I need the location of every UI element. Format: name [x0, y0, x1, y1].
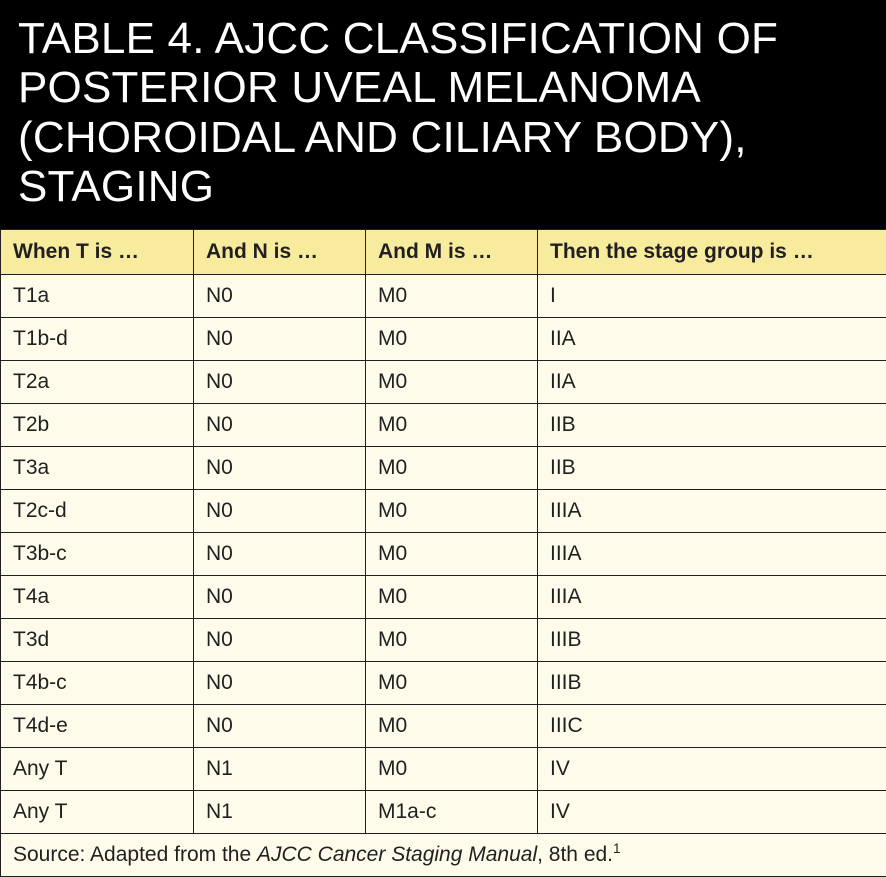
source-prefix: Source: Adapted from the: [13, 843, 257, 866]
table-row: T4b-cN0M0IIIB: [1, 662, 886, 705]
cell-stage: IIB: [538, 404, 886, 447]
table-source: Source: Adapted from the AJCC Cancer Sta…: [1, 834, 886, 877]
table-body: T1aN0M0I T1b-dN0M0IIA T2aN0M0IIA T2bN0M0…: [1, 275, 886, 877]
cell-t: T1b-d: [1, 318, 194, 361]
cell-stage: IIIB: [538, 662, 886, 705]
table-header-row: When T is … And N is … And M is … Then t…: [1, 230, 886, 275]
cell-m: M0: [366, 662, 538, 705]
cell-stage: IIIA: [538, 576, 886, 619]
cell-m: M0: [366, 748, 538, 791]
cell-n: N1: [194, 791, 366, 834]
col-header-t: When T is …: [1, 230, 194, 275]
cell-n: N0: [194, 705, 366, 748]
cell-m: M0: [366, 490, 538, 533]
table-figure: TABLE 4. AJCC CLASSIFICATION OF POSTERIO…: [0, 0, 886, 877]
source-suffix: , 8th ed.: [537, 843, 613, 866]
source-sup: 1: [613, 841, 621, 856]
cell-stage: IIB: [538, 447, 886, 490]
table-row: T3b-cN0M0IIIA: [1, 533, 886, 576]
cell-stage: IV: [538, 791, 886, 834]
source-italic: AJCC Cancer Staging Manual: [257, 843, 537, 866]
cell-m: M0: [366, 705, 538, 748]
cell-t: T1a: [1, 275, 194, 318]
table-title: TABLE 4. AJCC CLASSIFICATION OF POSTERIO…: [0, 0, 886, 229]
cell-m: M0: [366, 533, 538, 576]
cell-n: N0: [194, 533, 366, 576]
table-row: T4aN0M0IIIA: [1, 576, 886, 619]
cell-n: N0: [194, 490, 366, 533]
col-header-stage: Then the stage group is …: [538, 230, 886, 275]
cell-t: T4b-c: [1, 662, 194, 705]
staging-table: When T is … And N is … And M is … Then t…: [0, 229, 886, 877]
cell-t: T4d-e: [1, 705, 194, 748]
cell-stage: IIIB: [538, 619, 886, 662]
cell-m: M0: [366, 275, 538, 318]
cell-n: N0: [194, 576, 366, 619]
table-source-row: Source: Adapted from the AJCC Cancer Sta…: [1, 834, 886, 877]
cell-n: N0: [194, 404, 366, 447]
cell-stage: IIA: [538, 318, 886, 361]
cell-m: M0: [366, 447, 538, 490]
table-row: T3dN0M0IIIB: [1, 619, 886, 662]
cell-m: M1a-c: [366, 791, 538, 834]
cell-stage: IV: [538, 748, 886, 791]
cell-n: N0: [194, 447, 366, 490]
cell-t: T4a: [1, 576, 194, 619]
cell-n: N0: [194, 619, 366, 662]
cell-n: N0: [194, 662, 366, 705]
table-row: T2aN0M0IIA: [1, 361, 886, 404]
table-row: Any TN1M1a-cIV: [1, 791, 886, 834]
table-row: T2bN0M0IIB: [1, 404, 886, 447]
cell-m: M0: [366, 619, 538, 662]
cell-stage: IIA: [538, 361, 886, 404]
cell-t: Any T: [1, 748, 194, 791]
cell-stage: I: [538, 275, 886, 318]
cell-n: N0: [194, 318, 366, 361]
cell-t: T3d: [1, 619, 194, 662]
cell-m: M0: [366, 318, 538, 361]
table-row: T1b-dN0M0IIA: [1, 318, 886, 361]
cell-t: T2a: [1, 361, 194, 404]
col-header-n: And N is …: [194, 230, 366, 275]
cell-t: T2b: [1, 404, 194, 447]
cell-t: T3a: [1, 447, 194, 490]
cell-t: T2c-d: [1, 490, 194, 533]
cell-n: N0: [194, 361, 366, 404]
cell-m: M0: [366, 576, 538, 619]
cell-t: Any T: [1, 791, 194, 834]
table-row: T1aN0M0I: [1, 275, 886, 318]
cell-m: M0: [366, 361, 538, 404]
table-row: T4d-eN0M0IIIC: [1, 705, 886, 748]
cell-t: T3b-c: [1, 533, 194, 576]
table-row: T3aN0M0IIB: [1, 447, 886, 490]
cell-stage: IIIA: [538, 533, 886, 576]
cell-stage: IIIC: [538, 705, 886, 748]
table-row: Any TN1M0IV: [1, 748, 886, 791]
cell-stage: IIIA: [538, 490, 886, 533]
cell-n: N1: [194, 748, 366, 791]
table-row: T2c-dN0M0IIIA: [1, 490, 886, 533]
cell-n: N0: [194, 275, 366, 318]
col-header-m: And M is …: [366, 230, 538, 275]
cell-m: M0: [366, 404, 538, 447]
